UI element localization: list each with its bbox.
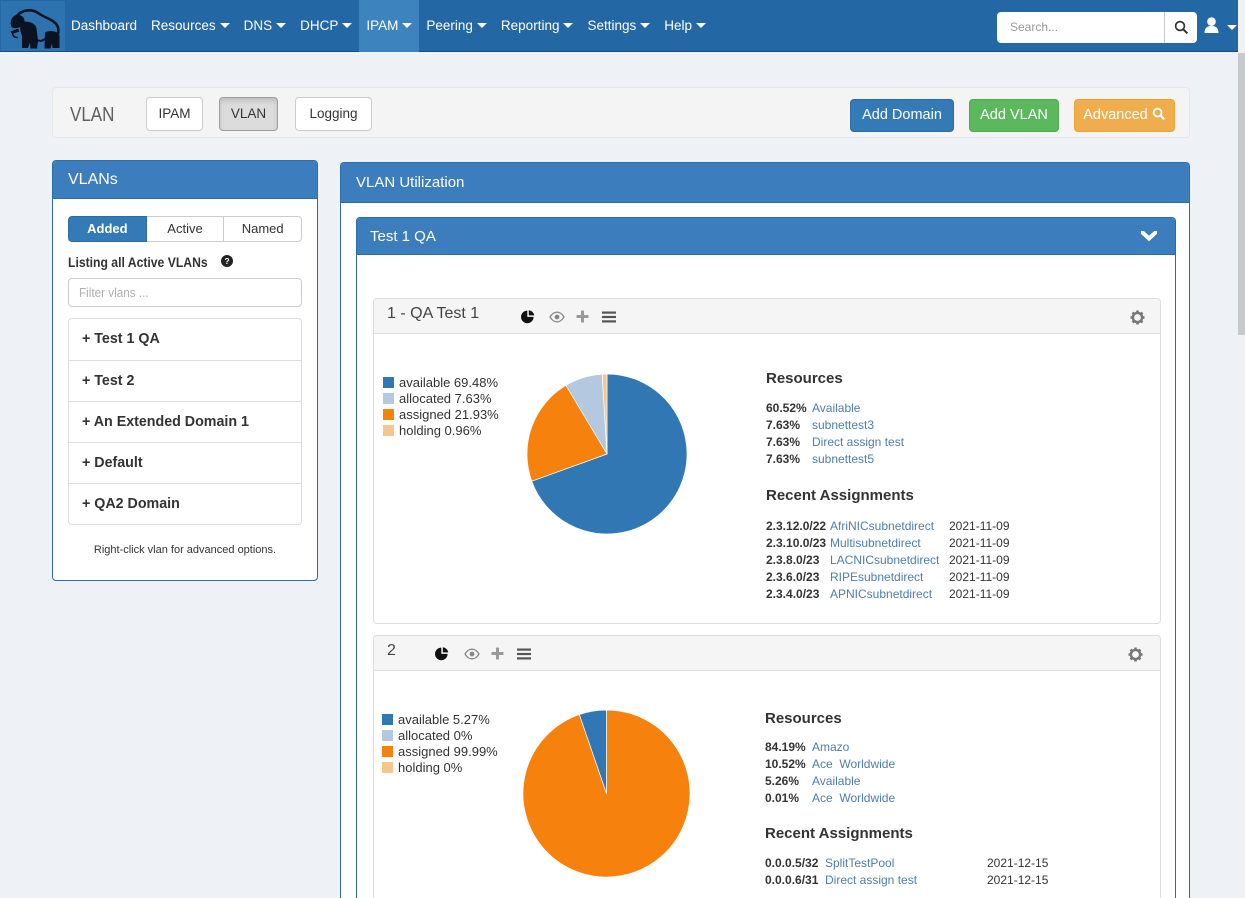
svg-text:?: ? xyxy=(224,256,229,266)
